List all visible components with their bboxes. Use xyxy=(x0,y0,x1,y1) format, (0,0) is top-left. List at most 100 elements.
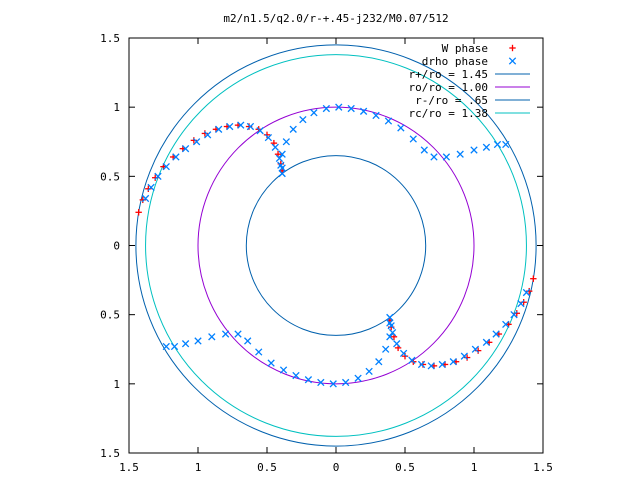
data-point-drho-phase xyxy=(147,183,155,192)
data-point-drho-phase xyxy=(522,288,531,297)
data-point-drho-phase xyxy=(317,378,325,387)
data-point-drho-phase xyxy=(255,348,263,356)
data-point-drho-phase xyxy=(470,146,478,154)
data-point-drho-phase xyxy=(482,143,491,151)
axis-ticks: 1.5 1 0.5 0 0.5 1 1.51.510.500.511.5 xyxy=(100,32,553,474)
data-point-drho-phase xyxy=(359,107,368,115)
x-tick-label: 1.5 xyxy=(119,461,139,474)
x-tick-label: 1 xyxy=(471,461,478,474)
data-point-drho-phase xyxy=(460,352,468,360)
data-point-drho-phase xyxy=(310,109,318,117)
data-point-drho-phase xyxy=(208,333,216,341)
data-point-drho-phase xyxy=(397,124,405,132)
circle-rc-ro-1-38 xyxy=(145,54,527,437)
data-point-drho-phase xyxy=(299,115,307,124)
data-point-drho-phase xyxy=(172,153,180,161)
data-point-drho-phase xyxy=(221,330,230,338)
data-point-drho-phase xyxy=(375,358,383,366)
data-point-drho-phase xyxy=(347,104,355,113)
data-point-drho-phase xyxy=(372,111,380,120)
circle-ro-ro-1-00 xyxy=(197,106,475,385)
data-point-drho-phase xyxy=(194,337,202,345)
data-point-drho-phase xyxy=(154,172,162,180)
data-point-drho-phase xyxy=(482,338,491,346)
data-point-drho-phase xyxy=(162,162,170,171)
data-point-drho-phase xyxy=(517,299,525,308)
data-point-drho-phase xyxy=(275,154,284,163)
data-point-drho-phase xyxy=(162,342,170,351)
data-point-drho-phase xyxy=(141,194,150,203)
data-point-drho-phase xyxy=(204,131,212,139)
data-point-drho-phase xyxy=(192,138,201,146)
data-point-drho-phase xyxy=(388,328,397,337)
circle-r-ro-1-45 xyxy=(135,44,537,447)
data-point-drho-phase xyxy=(417,360,426,369)
data-point-drho-phase xyxy=(237,121,245,129)
legend-label-ro-ro-1-00: ro/ro = 1.00 xyxy=(409,81,488,94)
data-point-drho-phase xyxy=(471,345,480,353)
legend-label-w-phase: W phase xyxy=(442,42,488,55)
data-point-drho-phase xyxy=(408,356,416,364)
data-point-drho-phase xyxy=(387,322,395,330)
data-point-w-phase xyxy=(135,209,142,216)
data-point-drho-phase xyxy=(277,161,285,169)
data-point-drho-phase xyxy=(493,140,502,149)
data-point-drho-phase xyxy=(342,378,350,387)
data-point-drho-phase xyxy=(289,125,297,133)
data-point-drho-phase xyxy=(292,371,300,380)
x-tick-label: 0.5 xyxy=(257,461,277,474)
reference-circles xyxy=(135,44,537,447)
y-tick-label: 1.5 xyxy=(100,32,120,45)
x-tick-label: 0 xyxy=(333,461,340,474)
legend-marker-w-phase xyxy=(509,44,516,52)
y-tick-label: 0 xyxy=(113,240,120,253)
data-point-drho-phase xyxy=(282,138,290,146)
data-point-drho-phase xyxy=(278,150,286,158)
y-tick-label: 1 xyxy=(113,101,120,114)
data-point-drho-phase xyxy=(420,146,428,154)
data-point-drho-phase xyxy=(244,337,252,345)
y-tick-label: 1 xyxy=(113,378,120,391)
data-point-drho-phase xyxy=(271,143,279,151)
circle-r-ro-65 xyxy=(245,155,427,336)
data-point-w-phase xyxy=(530,275,537,282)
data-point-drho-phase xyxy=(409,135,417,143)
data-point-drho-phase xyxy=(384,117,393,125)
data-point-drho-phase xyxy=(278,169,286,178)
data-point-drho-phase xyxy=(256,127,264,135)
data-point-drho-phase xyxy=(322,104,330,113)
x-tick-label: 1.5 xyxy=(533,461,553,474)
data-point-drho-phase xyxy=(215,125,223,133)
data-point-drho-phase xyxy=(502,140,510,149)
data-point-drho-phase xyxy=(304,376,313,384)
data-point-drho-phase xyxy=(329,380,337,388)
data-point-drho-phase xyxy=(279,366,288,374)
x-tick-label: 1 xyxy=(195,461,202,474)
data-point-drho-phase xyxy=(264,133,273,142)
data-point-drho-phase xyxy=(510,311,518,319)
data-point-drho-phase xyxy=(246,122,255,131)
data-point-drho-phase xyxy=(335,103,343,111)
data-point-drho-phase xyxy=(502,320,510,329)
y-tick-label: 0.5 xyxy=(100,309,120,322)
data-point-drho-phase xyxy=(427,362,435,370)
data-point-drho-phase xyxy=(170,342,179,351)
data-point-drho-phase xyxy=(456,150,464,158)
data-point-drho-phase xyxy=(386,313,394,322)
data-point-drho-phase xyxy=(234,330,242,338)
y-tick-label: 1.5 xyxy=(100,447,120,460)
data-point-drho-phase xyxy=(492,330,500,338)
y-tick-label: 0.5 xyxy=(100,170,120,183)
data-point-drho-phase xyxy=(181,145,190,153)
data-point-drho-phase xyxy=(442,153,451,161)
chart-title: m2/n1.5/q2.0/r-+.45-j232/M0.07/512 xyxy=(223,12,448,25)
data-point-drho-phase xyxy=(386,333,394,341)
data-point-drho-phase xyxy=(181,340,190,348)
data-points xyxy=(135,103,537,388)
data-point-drho-phase xyxy=(365,367,373,376)
data-point-drho-phase xyxy=(267,359,275,367)
legend-label-r-ro-1-45: r+/ro = 1.45 xyxy=(409,68,488,81)
data-point-drho-phase xyxy=(226,122,234,131)
